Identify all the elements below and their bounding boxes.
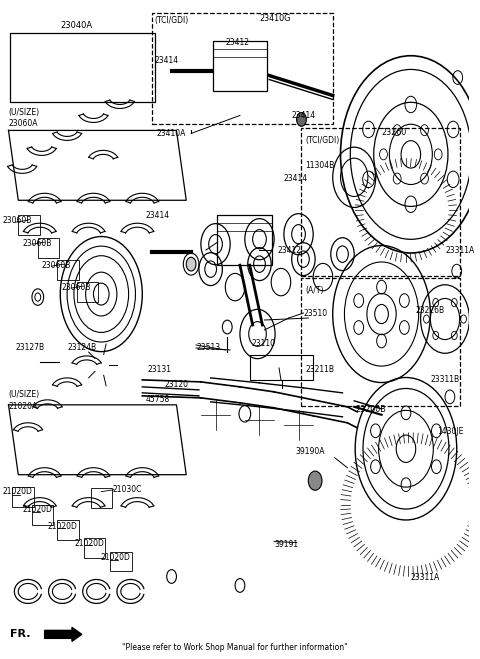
Text: 23311A: 23311A xyxy=(411,573,440,582)
Text: 23040A: 23040A xyxy=(61,21,93,30)
Bar xyxy=(32,505,53,525)
Bar xyxy=(213,41,267,90)
Text: 23414: 23414 xyxy=(155,56,179,65)
Text: 23311B: 23311B xyxy=(431,376,459,384)
Text: 23060B: 23060B xyxy=(42,261,71,270)
Text: 23200B: 23200B xyxy=(355,405,386,415)
Text: (U/SIZE): (U/SIZE) xyxy=(9,390,40,399)
Text: 23124B: 23124B xyxy=(67,343,96,353)
Circle shape xyxy=(186,257,196,271)
Bar xyxy=(84,538,105,558)
FancyArrow shape xyxy=(45,627,82,641)
Text: 23410G: 23410G xyxy=(260,14,291,23)
Text: 11304B: 11304B xyxy=(305,161,335,170)
Bar xyxy=(38,238,60,258)
Text: 23131: 23131 xyxy=(147,365,171,374)
Text: 23211B: 23211B xyxy=(305,365,335,374)
Text: "Please refer to Work Shop Manual for further information": "Please refer to Work Shop Manual for fu… xyxy=(122,643,348,652)
Bar xyxy=(11,33,155,103)
Text: 23226B: 23226B xyxy=(416,306,445,314)
Text: 21020D: 21020D xyxy=(48,522,77,531)
Text: 21020D: 21020D xyxy=(22,505,52,514)
Text: 45758: 45758 xyxy=(145,395,169,405)
Bar xyxy=(91,488,112,507)
Circle shape xyxy=(297,113,306,127)
Bar xyxy=(12,486,34,507)
Text: 23060B: 23060B xyxy=(22,239,51,248)
Text: 21020A: 21020A xyxy=(9,403,38,411)
Text: (U/SIZE): (U/SIZE) xyxy=(9,108,40,117)
Text: 23060A: 23060A xyxy=(9,119,38,128)
Text: (TCI/GDI): (TCI/GDI) xyxy=(305,136,340,145)
Text: 23510: 23510 xyxy=(303,308,327,318)
Text: 21020D: 21020D xyxy=(100,553,130,562)
Text: 23412: 23412 xyxy=(225,38,249,47)
Text: 23060B: 23060B xyxy=(3,215,32,225)
Text: 21030C: 21030C xyxy=(113,485,143,494)
Bar xyxy=(217,215,272,265)
Bar xyxy=(301,129,460,276)
Text: 23120: 23120 xyxy=(165,380,189,389)
Text: 39190A: 39190A xyxy=(296,447,325,456)
Text: 23311A: 23311A xyxy=(445,246,474,254)
Text: (A/T): (A/T) xyxy=(305,285,324,295)
Text: 23414: 23414 xyxy=(284,174,308,183)
Text: 23060B: 23060B xyxy=(61,283,91,291)
Text: 23410A: 23410A xyxy=(157,129,186,138)
Text: 39191: 39191 xyxy=(274,540,298,549)
Bar xyxy=(57,519,79,540)
Bar xyxy=(152,13,333,125)
Bar xyxy=(57,260,79,280)
Text: 21020D: 21020D xyxy=(3,487,33,496)
Text: 1430JE: 1430JE xyxy=(437,427,464,436)
Text: 23110: 23110 xyxy=(252,339,276,349)
Text: 21020D: 21020D xyxy=(75,539,105,548)
Text: (TCI/GDI): (TCI/GDI) xyxy=(154,16,188,25)
Bar xyxy=(250,355,313,380)
Bar xyxy=(77,282,98,302)
Bar xyxy=(301,278,460,406)
Text: 23414: 23414 xyxy=(145,211,169,219)
Text: 23513: 23513 xyxy=(196,343,220,353)
Text: 23412: 23412 xyxy=(277,246,301,254)
Text: 23127B: 23127B xyxy=(15,343,45,353)
Bar xyxy=(110,552,132,571)
Text: 23414: 23414 xyxy=(292,111,316,120)
Text: 23260: 23260 xyxy=(382,128,407,137)
Text: FR.: FR. xyxy=(11,629,31,639)
Circle shape xyxy=(308,471,322,490)
Bar xyxy=(18,215,40,235)
